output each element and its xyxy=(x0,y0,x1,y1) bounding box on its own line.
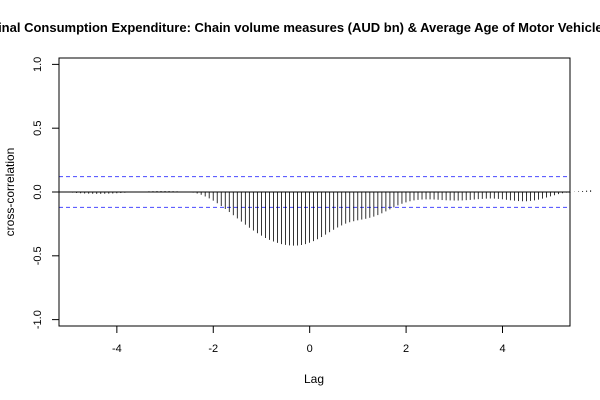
plot-area xyxy=(59,176,592,246)
y-tick-label: 0.0 xyxy=(32,184,44,199)
x-axis-label: Lag xyxy=(304,372,324,386)
y-axis: -1.0 -0.5 0.0 0.5 1.0 xyxy=(32,57,60,329)
y-tick-label: 0.5 xyxy=(32,121,44,136)
x-tick-label: 4 xyxy=(499,343,505,355)
x-tick-label: -2 xyxy=(208,343,218,355)
y-axis-label: cross-correlation xyxy=(3,148,17,237)
x-tick-label: -4 xyxy=(112,343,122,355)
y-tick-label: -1.0 xyxy=(32,310,44,329)
y-tick-label: -0.5 xyxy=(32,246,44,265)
x-tick-label: 2 xyxy=(403,343,409,355)
chart-title: Final Consumption Expenditure: Chain vol… xyxy=(0,20,600,35)
x-axis: -4 -2 0 2 4 xyxy=(112,325,506,355)
y-tick-label: 1.0 xyxy=(32,57,44,72)
x-tick-label: 0 xyxy=(307,343,313,355)
